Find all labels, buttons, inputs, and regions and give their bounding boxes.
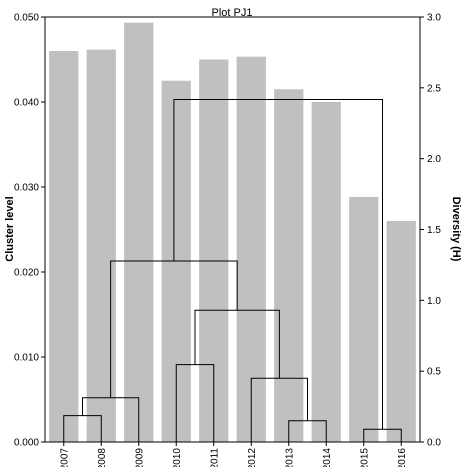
y-left-tick-label: 0.010	[14, 353, 39, 364]
y-axis-left-title: Cluster level	[4, 196, 16, 261]
x-tick-label-2011: 2011	[209, 448, 220, 467]
x-tick-label-2012: 2012	[247, 448, 258, 467]
bar-2016	[386, 221, 416, 442]
chart-title: Plot PJ1	[212, 7, 253, 19]
y-axis-right-title: Diversity (H)	[450, 197, 462, 262]
x-axis: 2007 2008 2009 2010 2011 2012 2013 2014 2015 2016	[59, 442, 408, 467]
y-right-tick-label: 2.0	[427, 154, 441, 165]
y-right-tick-label: 1.0	[427, 296, 441, 307]
bar-2009	[124, 22, 154, 443]
y-axis-left: 0.000 0.010 0.020 0.030 0.040 0.050	[14, 13, 45, 449]
y-right-tick-label: 2.5	[427, 83, 441, 94]
x-tick-label-2016: 2016	[397, 448, 408, 467]
bar-2014	[311, 102, 341, 442]
x-tick-label-2014: 2014	[322, 448, 333, 467]
bar-series	[49, 22, 416, 443]
dendrogram-link-8	[173, 98, 383, 430]
y-right-tick-label: 0.5	[427, 367, 441, 378]
y-left-tick-label: 0.020	[14, 268, 39, 279]
y-left-tick-label: 0.030	[14, 183, 39, 194]
x-tick-label-2013: 2013	[284, 448, 295, 467]
y-left-tick-label: 0.040	[14, 98, 39, 109]
y-axis-right: 0.0 0.5 1.0 1.5 2.0 2.5 3.0	[420, 13, 441, 449]
bar-2013	[274, 89, 304, 442]
dendrogram	[63, 98, 402, 442]
y-left-tick-label: 0.050	[14, 13, 39, 24]
y-left-tick-label: 0.000	[14, 438, 39, 449]
x-tick-label-2008: 2008	[97, 448, 108, 467]
x-tick-label-2010: 2010	[172, 448, 183, 467]
bar-2007	[49, 51, 79, 442]
y-right-tick-label: 3.0	[427, 13, 441, 24]
x-tick-label-2015: 2015	[359, 448, 370, 467]
x-tick-label-2009: 2009	[134, 448, 145, 467]
y-right-tick-label: 0.0	[427, 438, 441, 449]
x-tick-label-2007: 2007	[59, 448, 70, 467]
bar-2008	[86, 49, 116, 442]
y-right-tick-label: 1.5	[427, 225, 441, 236]
bar-2015	[349, 196, 379, 442]
